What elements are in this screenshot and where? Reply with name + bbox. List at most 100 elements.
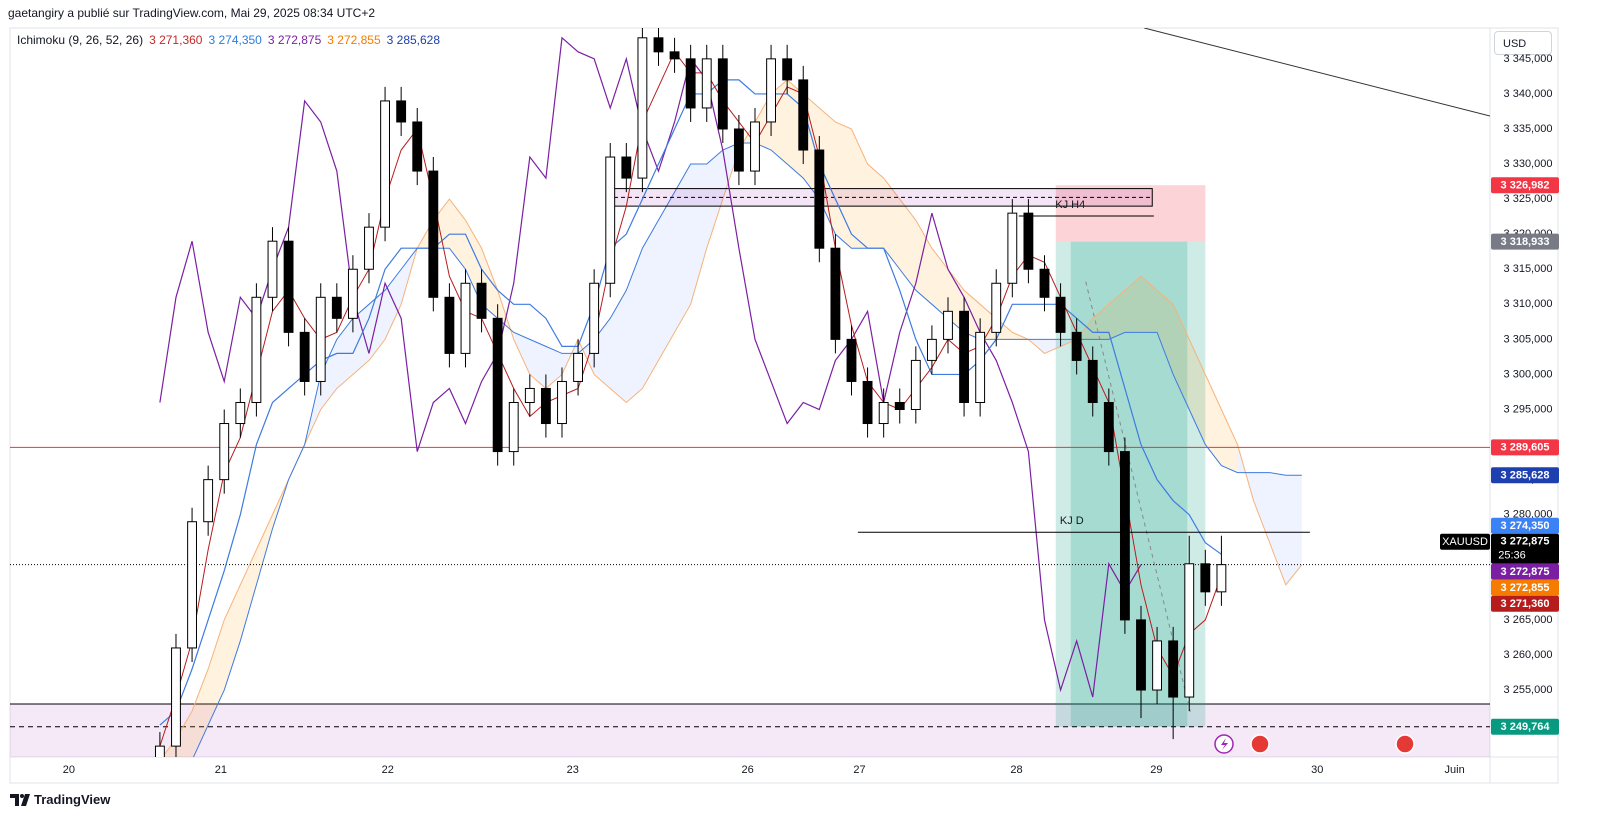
footer-brand: TradingView (34, 792, 111, 807)
candle-body (396, 100, 407, 123)
cloud-fill (706, 150, 723, 249)
price-tag-label: 3 249,764 (1501, 721, 1551, 733)
cloud-fill (1205, 374, 1222, 466)
x-tick-label: 26 (741, 764, 753, 776)
indicator-value: 3 272,855 (327, 33, 381, 47)
candle-body (926, 338, 937, 361)
cloud-fill (642, 220, 659, 389)
last-price-label: 3 272,875 (1501, 536, 1550, 548)
price-tag-label: 3 274,350 (1501, 520, 1550, 532)
stop-region (1055, 185, 1206, 242)
candle-body (1023, 212, 1034, 270)
candle-body (1184, 563, 1195, 698)
cloud-fill (626, 248, 643, 403)
leading-span-a (161, 79, 1303, 757)
y-tick-label: 3 255,000 (1504, 684, 1553, 696)
last-price-tag (1491, 533, 1559, 564)
candle-body (235, 401, 246, 425)
candle-body (975, 331, 986, 403)
cloud-fill (1221, 409, 1238, 473)
us-event-icon[interactable] (1250, 734, 1270, 754)
price-tag (1491, 517, 1559, 534)
price-tag-label: 3 272,875 (1501, 566, 1550, 578)
cloud-fill (1285, 475, 1302, 585)
candle-body (1007, 212, 1018, 284)
price-tag-label: 3 326,982 (1501, 180, 1550, 192)
countdown-label: 25:36 (1498, 550, 1526, 562)
footer: TradingView (10, 792, 110, 807)
candle-body (331, 296, 342, 319)
candle-body (1152, 640, 1162, 691)
candle-body (1039, 268, 1050, 298)
candle-body (766, 58, 776, 123)
candle-body (573, 352, 583, 382)
cloud-fill (1269, 472, 1286, 585)
candle-body (508, 401, 519, 453)
candle-body (750, 121, 760, 172)
cloud-fill (352, 304, 369, 375)
y-tick-label: 3 335,000 (1504, 123, 1553, 135)
candle-body (540, 387, 551, 425)
y-tick-label: 3 260,000 (1504, 649, 1553, 661)
cloud-fill (1092, 304, 1109, 340)
candle-body (492, 317, 503, 453)
plot-area: KJ H4 KJ D (10, 28, 1490, 757)
price-tag (1491, 439, 1559, 456)
cloud-fill (1124, 276, 1141, 333)
cloud-fill (1108, 290, 1125, 340)
cloud-fill (240, 549, 257, 641)
candle-body (959, 310, 969, 403)
y-tick-label: 3 315,000 (1504, 263, 1553, 275)
candle-body (444, 296, 455, 354)
indicator-legend: Ichimoku (9, 26, 52, 26) 3 271,360 3 274,… (17, 33, 440, 47)
indicator-name: Ichimoku (9, 26, 52, 26) (17, 33, 144, 47)
y-tick-label: 3 280,000 (1504, 509, 1553, 521)
x-tick-label: 20 (63, 764, 75, 776)
cloud-fill (883, 178, 900, 270)
x-tick-label: 28 (1010, 764, 1022, 776)
candle-body (267, 240, 278, 298)
candle-body (154, 745, 165, 757)
cloud-fill (1157, 290, 1174, 375)
price-tag-label: 3 272,855 (1501, 582, 1550, 594)
cloud-fill (835, 121, 852, 249)
indicator-value: 3 274,350 (208, 33, 262, 47)
publisher-header: gaetangiry a publié sur TradingView.com,… (8, 6, 375, 20)
candle-body (669, 51, 680, 60)
price-tag (1491, 233, 1559, 250)
candle-body (203, 479, 214, 523)
candle-body (1055, 296, 1066, 333)
price-tag (1491, 563, 1559, 580)
candle-body (717, 58, 728, 130)
currency-button[interactable]: USD (1494, 31, 1552, 55)
candle-body (1136, 619, 1146, 691)
price-tag-label: 3 318,933 (1501, 236, 1550, 248)
cloud-fill (545, 346, 562, 389)
candle-body (1103, 401, 1114, 453)
chart: KJ H4 KJ D 3 255,000 3 260,000 3 265,000 3 2… (9, 27, 1559, 784)
candle-body (798, 79, 809, 151)
candle-body (910, 359, 921, 411)
candle-body (476, 282, 487, 319)
lightning-icon (1221, 738, 1228, 750)
symbol-label: XAUUSD (1442, 536, 1488, 548)
cloud-fill (1140, 276, 1158, 333)
x-tick-label: 29 (1150, 764, 1162, 776)
candle-body (380, 100, 390, 228)
y-tick-label: 3 345,000 (1504, 53, 1553, 65)
cloud-fill (256, 514, 273, 585)
us-event-icon[interactable] (1395, 734, 1415, 754)
annotation-label: KJ D (1060, 515, 1084, 527)
price-tag (1491, 595, 1559, 612)
cloud-fill (513, 332, 530, 375)
candle-body (685, 58, 696, 109)
candle-body (1087, 359, 1098, 403)
candle-body (814, 149, 825, 249)
y-tick-label: 3 265,000 (1504, 614, 1553, 626)
chart-frame (9, 27, 1559, 784)
cloud-fill (192, 668, 209, 757)
cloud-fill (658, 192, 675, 361)
candle-body (524, 387, 535, 403)
